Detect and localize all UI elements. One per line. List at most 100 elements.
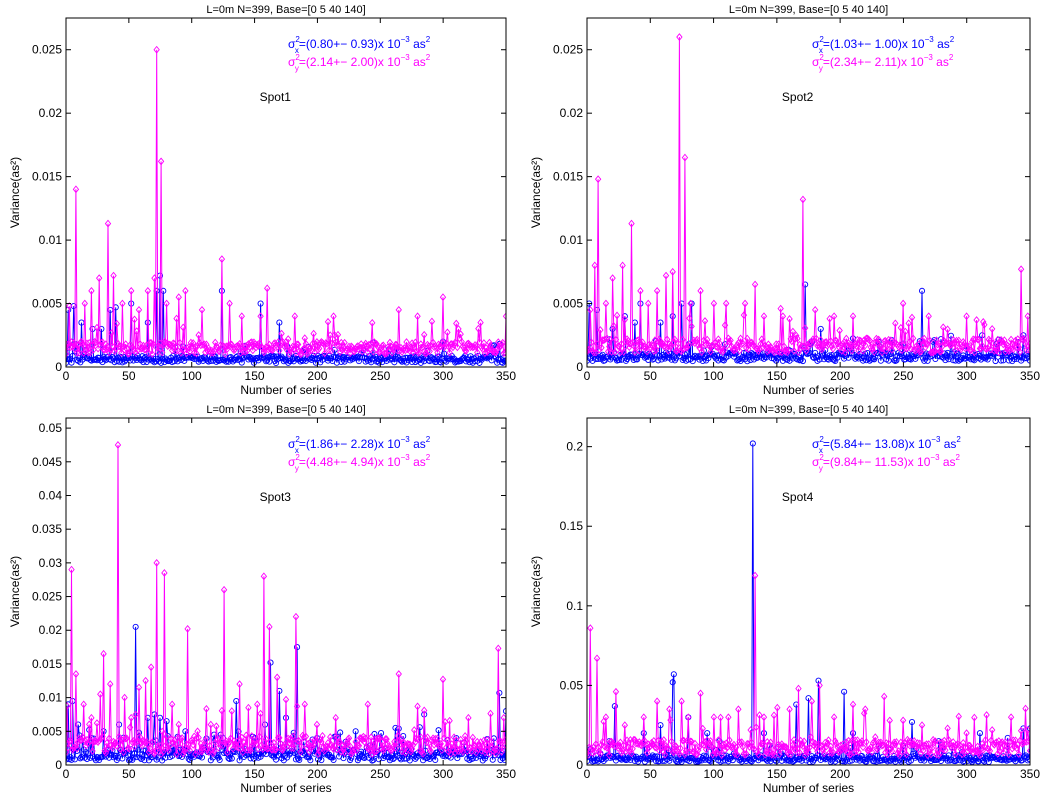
data-point <box>236 340 243 348</box>
data-point <box>818 345 826 354</box>
data-point <box>720 346 728 354</box>
x-axis-label: Number of series <box>240 781 331 795</box>
y-tick-label: 0.02 <box>39 623 63 637</box>
data-point <box>721 745 729 754</box>
data-point <box>315 344 323 353</box>
data-point <box>863 738 870 746</box>
x-tick-label: 300 <box>957 767 977 781</box>
data-point <box>750 745 758 754</box>
data-point <box>694 757 701 765</box>
data-point <box>164 743 171 752</box>
data-point <box>1022 704 1029 713</box>
data-point <box>405 740 412 749</box>
data-point <box>613 311 621 320</box>
data-point <box>192 342 199 351</box>
data-point <box>429 734 437 743</box>
data-point <box>205 344 212 353</box>
data-point <box>125 349 133 358</box>
data-point <box>186 347 193 356</box>
data-point <box>699 724 706 733</box>
chart-title: L=0m N=399, Base=[0 5 40 140] <box>206 404 365 416</box>
data-point <box>826 352 833 359</box>
data-point <box>663 335 671 344</box>
data-point <box>976 344 984 353</box>
series-y <box>587 33 1030 357</box>
data-point <box>363 342 370 351</box>
data-point <box>859 357 867 364</box>
data-point <box>1017 265 1025 274</box>
data-point <box>1001 336 1008 345</box>
data-point <box>675 339 682 348</box>
data-point <box>355 357 363 365</box>
data-point <box>179 753 186 760</box>
data-point <box>710 713 718 722</box>
data-point <box>848 346 856 355</box>
data-point <box>286 739 293 748</box>
data-point <box>590 348 597 357</box>
data-point <box>936 347 944 356</box>
data-point <box>499 338 506 347</box>
data-point <box>690 336 698 345</box>
data-point <box>350 747 357 756</box>
data-point <box>613 742 621 750</box>
data-point <box>487 709 494 718</box>
data-point <box>988 726 996 734</box>
data-point <box>805 695 812 702</box>
data-point <box>751 571 759 580</box>
data-point <box>255 357 262 364</box>
data-point <box>334 330 342 339</box>
data-point <box>341 748 348 757</box>
data-point <box>946 341 954 350</box>
data-point <box>221 750 228 757</box>
data-point <box>454 343 461 352</box>
data-point <box>121 693 128 702</box>
data-point <box>717 713 724 722</box>
data-point <box>327 331 334 340</box>
data-point <box>306 747 313 756</box>
data-point <box>982 344 989 353</box>
data-point <box>637 740 644 749</box>
data-point <box>810 336 818 345</box>
data-point <box>864 349 871 357</box>
x-tick-label: 200 <box>830 369 850 383</box>
data-point <box>715 736 722 745</box>
data-point <box>154 754 161 761</box>
data-point <box>1012 736 1019 745</box>
data-point <box>948 744 956 752</box>
data-point <box>950 335 957 344</box>
data-point <box>965 741 972 750</box>
data-point <box>175 720 182 729</box>
data-point <box>602 713 610 722</box>
data-point <box>619 261 626 270</box>
data-point <box>120 748 127 757</box>
data-point <box>133 737 140 746</box>
data-point <box>469 733 477 742</box>
data-point <box>682 343 690 352</box>
data-point <box>721 321 729 330</box>
data-point <box>695 340 702 349</box>
data-point <box>294 340 302 349</box>
data-point <box>417 733 425 742</box>
data-point <box>758 335 765 344</box>
data-point <box>411 726 418 735</box>
data-point <box>886 716 893 725</box>
data-point <box>87 736 94 745</box>
data-point <box>330 312 337 321</box>
data-point <box>88 713 95 722</box>
data-point <box>375 734 383 743</box>
data-point <box>410 354 417 361</box>
data-point <box>287 734 294 743</box>
data-point <box>469 343 477 352</box>
data-point <box>708 341 715 350</box>
data-point <box>908 718 916 726</box>
data-point <box>164 342 171 351</box>
data-point <box>437 739 444 748</box>
data-point <box>870 347 878 356</box>
data-point <box>336 347 344 356</box>
x-tick-label: 50 <box>644 767 658 781</box>
y-tick-label: 0.005 <box>32 724 62 738</box>
data-point <box>606 342 613 351</box>
data-point <box>932 347 939 356</box>
data-point <box>173 750 180 758</box>
data-point <box>897 323 905 332</box>
